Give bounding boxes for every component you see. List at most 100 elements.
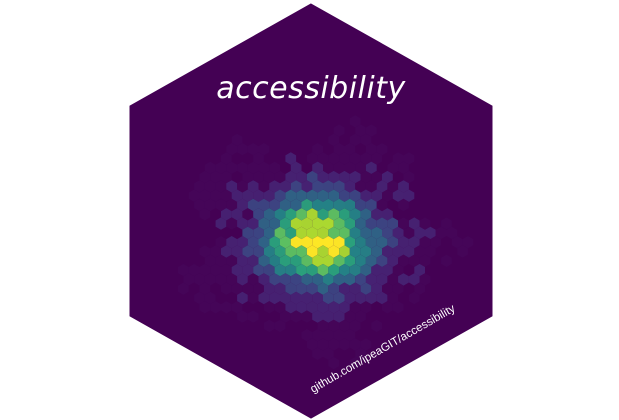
hexbin-cell xyxy=(226,273,238,286)
hexbin-cell xyxy=(339,282,350,295)
hexbin-cell xyxy=(344,161,356,174)
hexbin-cell xyxy=(242,189,254,202)
hexbin-cell xyxy=(435,226,447,240)
sticker-title: accessibility xyxy=(216,71,406,106)
hexbin-cell xyxy=(355,273,366,286)
hexbin-cell xyxy=(317,263,329,277)
hexbin-cell xyxy=(328,301,340,314)
hexbin-cell xyxy=(328,226,340,240)
hexbin-cell xyxy=(328,170,340,184)
hexbin-cell xyxy=(306,282,318,295)
hexbin-cell xyxy=(317,338,329,351)
hexbin-cell xyxy=(285,226,297,240)
hexbin-cell xyxy=(247,161,259,174)
hexbin-cell xyxy=(226,143,238,156)
hexbin-cell xyxy=(360,133,372,147)
hexbin-cell xyxy=(349,208,361,221)
hexbin-cell xyxy=(178,282,189,295)
hexbin-cell xyxy=(376,236,388,249)
hexbin-cell xyxy=(344,329,356,342)
hexbin-cell xyxy=(263,208,275,221)
hexbin-cell xyxy=(242,208,254,221)
hexbin-cell xyxy=(296,226,307,240)
hexbin-cell xyxy=(258,161,270,174)
hexbin-cell xyxy=(323,198,334,212)
hexbin-cell xyxy=(333,217,345,230)
hexbin-cell xyxy=(253,208,264,221)
hexbin-cell xyxy=(382,226,393,240)
hexbin-cell xyxy=(280,236,291,249)
hexbin-cell xyxy=(349,152,361,165)
hexbin-cell xyxy=(285,170,297,184)
hexbin-cell xyxy=(408,291,420,305)
hexbin-cell xyxy=(371,152,382,165)
hexbin-cell xyxy=(258,273,270,286)
hexbin-cell xyxy=(344,180,356,193)
hexbin-cell xyxy=(237,217,248,230)
hexbin-cell xyxy=(419,217,431,230)
hexbin-cell xyxy=(274,301,286,314)
hexbin-cell xyxy=(365,217,377,230)
hexbin-cell xyxy=(258,198,270,212)
hexbin-cell xyxy=(263,319,275,333)
hexbin-cell xyxy=(290,291,302,305)
hexbin-cell xyxy=(215,217,227,230)
hexbin-cell xyxy=(306,301,318,314)
hexbin-cell xyxy=(414,226,425,240)
hexbin-cell xyxy=(349,338,361,351)
hexbin-cell xyxy=(349,319,361,333)
hexbin-cell xyxy=(253,282,264,295)
hexbin-cell xyxy=(403,226,415,240)
hexbin-cell xyxy=(360,152,372,165)
hexbin-cell xyxy=(290,310,302,323)
hexbin-cell xyxy=(339,189,350,202)
hexbin-cell xyxy=(306,263,318,277)
hexbin-cell xyxy=(382,170,393,184)
hexbin-cell xyxy=(323,347,334,360)
hexbin-cell xyxy=(242,170,254,184)
hexbin-cell xyxy=(317,208,329,221)
hexbin-cell xyxy=(323,273,334,286)
hexbin-cell xyxy=(263,245,275,258)
hexbin-cell xyxy=(280,254,291,267)
hexbin-cell xyxy=(301,329,313,342)
hexbin-cell xyxy=(247,180,259,193)
hexbin-cell xyxy=(317,245,329,258)
hexbin-cell xyxy=(306,338,318,351)
hexbin-cell xyxy=(231,301,243,314)
hexbin-cell xyxy=(221,152,232,165)
hexbin-cell xyxy=(231,189,243,202)
hexbin-cell xyxy=(258,143,270,156)
hexbin-cell xyxy=(242,282,254,295)
hexbin-cell xyxy=(365,198,377,212)
hexbin-cell xyxy=(425,245,436,258)
hexbin-cell xyxy=(269,273,280,286)
hexbin-cell xyxy=(344,273,356,286)
hexbin-cell xyxy=(344,198,356,212)
hexbin-cell xyxy=(301,236,313,249)
hexbin-cell xyxy=(215,180,227,193)
hexbin-cell xyxy=(263,170,275,184)
hexbin-cell xyxy=(263,301,275,314)
hexbin-cell xyxy=(365,291,377,305)
hexbin-cell xyxy=(398,254,409,267)
hexbin-cell xyxy=(392,263,404,277)
hexbin-cell xyxy=(419,236,431,249)
hexbin-cell xyxy=(398,217,409,230)
hexbin-cell xyxy=(188,263,200,277)
hexbin-cell xyxy=(285,301,297,314)
hexbin-cell xyxy=(269,236,280,249)
hexbin-cell xyxy=(333,273,345,286)
hexbin-cell xyxy=(317,170,329,184)
hexbin-cell xyxy=(371,245,382,258)
hexbin-cell xyxy=(355,310,366,323)
hexbin-cell xyxy=(194,198,205,212)
hexbin-cell xyxy=(360,338,372,351)
hexbin-cell xyxy=(441,217,452,230)
hexbin-cell xyxy=(290,161,302,174)
hexbin-cell xyxy=(204,254,216,267)
hexbin-cell xyxy=(333,198,345,212)
hexbin-cell xyxy=(344,143,356,156)
hexbin-cell xyxy=(274,208,286,221)
hexbin-cell xyxy=(355,161,366,174)
